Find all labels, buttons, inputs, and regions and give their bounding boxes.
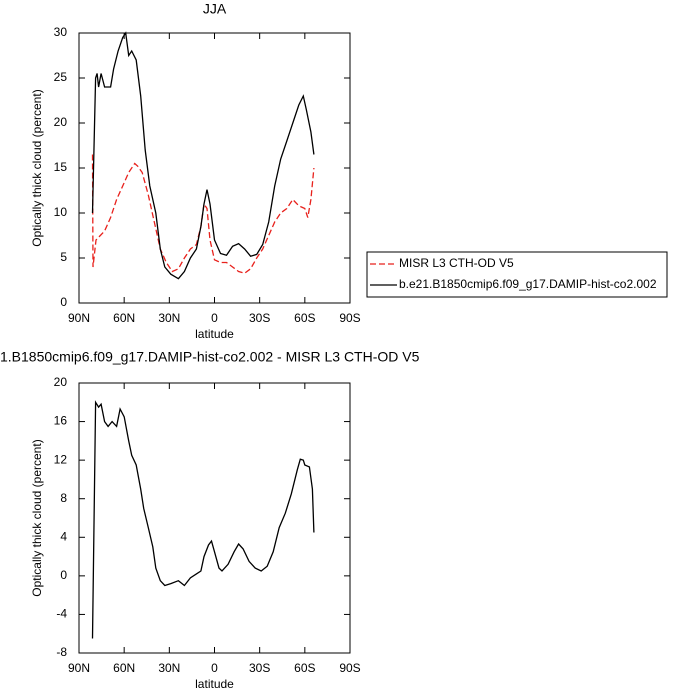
- x-tick-label: 90N: [68, 311, 90, 325]
- legend-label: MISR L3 CTH-OD V5: [399, 256, 514, 270]
- plot-frame: [78, 382, 351, 654]
- x-tick-label: 0: [211, 311, 218, 325]
- legend-box: [366, 251, 668, 298]
- plot-frame: [78, 32, 351, 304]
- y-tick-label: 20: [54, 115, 68, 129]
- y-axis-label: Optically thick cloud (percent): [30, 439, 44, 596]
- y-tick-label: 10: [54, 205, 68, 219]
- x-axis-label: latitude: [195, 327, 234, 341]
- y-tick-label: 30: [54, 25, 68, 39]
- y-tick-label: 5: [60, 250, 67, 264]
- x-tick-label: 30N: [158, 661, 180, 675]
- x-tick-label: 30S: [249, 311, 270, 325]
- x-tick-label: 0: [211, 661, 218, 675]
- x-tick-label: 90S: [339, 311, 360, 325]
- y-tick-label: -8: [56, 645, 67, 659]
- y-tick-label: 4: [60, 529, 67, 543]
- y-tick-label: 8: [60, 491, 67, 505]
- y-tick-label: -4: [56, 607, 67, 621]
- y-tick-label: 25: [54, 70, 68, 84]
- x-tick-label: 30S: [249, 661, 270, 675]
- chart-title: JJA: [203, 1, 227, 17]
- x-tick-label: 60S: [294, 311, 315, 325]
- x-tick-label: 90N: [68, 661, 90, 675]
- x-tick-label: 60N: [113, 661, 135, 675]
- x-tick-label: 30N: [158, 311, 180, 325]
- y-tick-label: 12: [54, 452, 68, 466]
- y-axis-label: Optically thick cloud (percent): [30, 89, 44, 246]
- y-tick-label: 15: [54, 160, 68, 174]
- y-tick-label: 20: [54, 375, 68, 389]
- x-tick-label: 60S: [294, 661, 315, 675]
- series-line: [91, 400, 315, 639]
- y-tick-label: 0: [60, 295, 67, 309]
- y-tick-label: 0: [60, 568, 67, 582]
- x-tick-label: 60N: [113, 311, 135, 325]
- y-tick-label: 16: [54, 414, 68, 428]
- series-line: [91, 31, 315, 280]
- x-tick-label: 90S: [339, 661, 360, 675]
- x-axis-label: latitude: [195, 677, 234, 691]
- legend-label: b.e21.B1850cmip6.f09_g17.DAMIP-hist-co2.…: [399, 277, 657, 291]
- chart-title: 1.B1850cmip6.f09_g17.DAMIP-hist-co2.002 …: [0, 349, 420, 365]
